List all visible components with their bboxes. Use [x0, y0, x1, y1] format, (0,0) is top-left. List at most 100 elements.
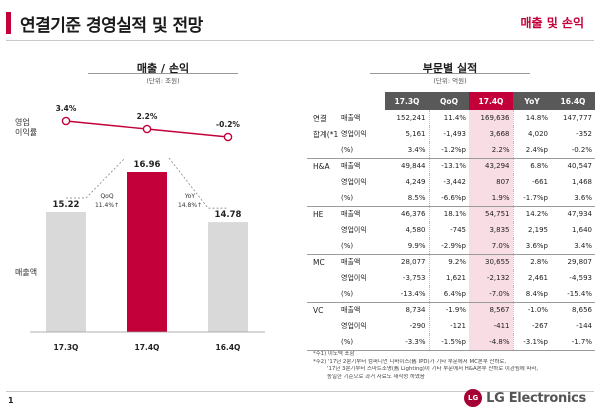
- cell-value: 8.4%p: [512, 286, 551, 303]
- segment-name: 연결: [313, 113, 327, 123]
- cell-value: 28,077: [385, 253, 429, 270]
- op-margin-point: [223, 132, 233, 142]
- revenue-margin-chart: 15.22 17.3Q 16.96 17.4Q 14.78 16.4Q QoQ 11.4%↑ Y…: [30, 104, 265, 352]
- metric-label: 영업이익: [341, 226, 367, 234]
- cell-value: -3,442: [428, 174, 469, 190]
- cell-value: 3,668: [469, 126, 513, 142]
- cell-value: -1.9%: [428, 301, 469, 318]
- table-row: (%) -3.3% -1.5%p -4.8% -3.1%p -1.7%: [307, 334, 595, 351]
- cell-value: 3.4%: [385, 142, 429, 159]
- left-section-unit: (단위: 조원): [146, 77, 180, 85]
- cell-value: 2,461: [512, 270, 551, 286]
- metric-label: (%): [339, 190, 385, 207]
- cell-value: -121: [428, 318, 469, 334]
- footnote: 동일한 기준으로 과거 자료도 재작성 하였음: [327, 373, 425, 380]
- cell-value: 8,734: [385, 301, 429, 318]
- cell-value: 47,934: [551, 205, 595, 222]
- cell-value: 4,249: [405, 178, 426, 186]
- table-row: (%) 8.5% -6.6%p 1.9% -1.7%p 3.6%: [307, 190, 595, 207]
- table-row: MC 매출액 28,077 9.2% 30,655 2.8% 29,807: [307, 253, 595, 270]
- x-tick-label: 17.3Q: [54, 343, 79, 352]
- cell-value: 5,161: [405, 130, 426, 138]
- cell-value: 18.1%: [428, 205, 469, 222]
- op-margin-point: [61, 116, 71, 126]
- cell-value: 7.0%: [469, 238, 513, 255]
- cell-value: 43,294: [469, 157, 513, 174]
- cell-value: -411: [469, 318, 513, 334]
- table-row: 영업이익 4,249 -3,442 807 -661 1,468: [307, 174, 595, 190]
- right-section-rule: [370, 73, 530, 74]
- op-margin-label: 영업 이익률: [15, 118, 55, 138]
- footer-divider: [6, 391, 594, 392]
- op-margin-value-label: 2.2%: [137, 112, 158, 121]
- cell-value: -1.7%: [551, 334, 595, 351]
- cell-value: -1.5%p: [428, 334, 469, 351]
- cell-value: 147,777: [563, 114, 592, 122]
- segment-name: [307, 142, 339, 159]
- cell-value: -3,753: [402, 274, 426, 282]
- cell-value: -1.0%: [512, 301, 551, 318]
- cell-value: 14.2%: [512, 205, 551, 222]
- cell-value: 3.6%p: [512, 238, 551, 255]
- cell-value: 8,656: [551, 301, 595, 318]
- table-header-row: 17.3Q QoQ 17.4Q YoY 16.4Q: [307, 92, 595, 110]
- segment-name: [307, 174, 339, 190]
- table-row: 합계(*1) 영업이익 5,161 -1,493 3,668 4,020 -352: [307, 126, 595, 142]
- bar-value-label: 15.22: [53, 200, 80, 210]
- cell-value: -6.6%p: [428, 190, 469, 207]
- cell-value: -3.1%p: [512, 334, 551, 351]
- cell-value: -3.3%: [385, 334, 429, 351]
- segment-name: H&A: [307, 157, 339, 174]
- bar-value-label: 14.78: [215, 210, 242, 220]
- x-tick-label: 16.4Q: [216, 343, 241, 352]
- col-header: YoY: [513, 92, 551, 110]
- cell-value: -15.4%: [551, 286, 595, 303]
- cell-value: 169,636: [469, 110, 513, 126]
- segment-name: HE: [307, 205, 339, 222]
- cell-value: -1,493: [428, 126, 469, 142]
- qoq-label: QoQ: [100, 193, 113, 200]
- left-section-rule: [88, 73, 238, 74]
- revenue-label: 매출액: [15, 268, 38, 277]
- revenue-bar: [127, 172, 167, 332]
- revenue-bar: [46, 212, 86, 332]
- cell-value: 54,751: [469, 205, 513, 222]
- bar-value-label: 16.96: [134, 160, 161, 170]
- segment-name: [307, 270, 339, 286]
- cell-value: 8.5%: [385, 190, 429, 207]
- segment-results-table: 17.3Q QoQ 17.4Q YoY 16.4Q 연결 매출액 152,241 11…: [307, 92, 595, 351]
- table-row: 영업이익 4,580 -745 3,835 2,195 1,640: [307, 222, 595, 238]
- metric-label: (%): [339, 286, 385, 303]
- right-section-heading: 부문별 실적: [422, 62, 478, 75]
- metric-label: 매출액: [341, 114, 361, 122]
- table-row: (%) 9.9% -2.9%p 7.0% 3.6%p 3.4%: [307, 238, 595, 255]
- cell-value: -2,132: [469, 270, 513, 286]
- col-header: QoQ: [429, 92, 469, 110]
- cell-value: 40,547: [551, 157, 595, 174]
- segment-name: [307, 318, 339, 334]
- segment-name: VC: [307, 301, 339, 318]
- cell-value: -2.9%p: [428, 238, 469, 255]
- cell-value: 1,468: [571, 178, 592, 186]
- metric-label: 영업이익: [341, 130, 367, 138]
- cell-value: 11.4%: [428, 110, 469, 126]
- qoq-value: 11.4%↑: [95, 202, 119, 209]
- cell-value: 807: [469, 174, 513, 190]
- table-row: 영업이익 -290 -121 -411 -267 -144: [307, 318, 595, 334]
- table-row: 영업이익 -3,753 1,621 -2,132 2,461 -4,593: [307, 270, 595, 286]
- col-header-current: 17.4Q: [469, 92, 513, 110]
- cell-value: 6.4%p: [428, 286, 469, 303]
- cell-value: 2.2%: [469, 142, 513, 159]
- revenue-bar: [208, 222, 248, 332]
- segment-name: [307, 222, 339, 238]
- yoy-value: 14.8%↑: [178, 202, 202, 209]
- right-section-unit: (단위: 억원): [433, 77, 467, 85]
- table-row: (%) 3.4% -1.2%p 2.2% 2.4%p -0.2%: [307, 142, 595, 159]
- cell-value: 3,835: [469, 222, 513, 238]
- cell-value: 6.8%: [512, 157, 551, 174]
- yoy-connector: [168, 157, 228, 209]
- op-margin-point: [142, 124, 152, 134]
- segment-name: [307, 334, 339, 351]
- cell-value: 2.8%: [512, 253, 551, 270]
- cell-value: 29,807: [551, 253, 595, 270]
